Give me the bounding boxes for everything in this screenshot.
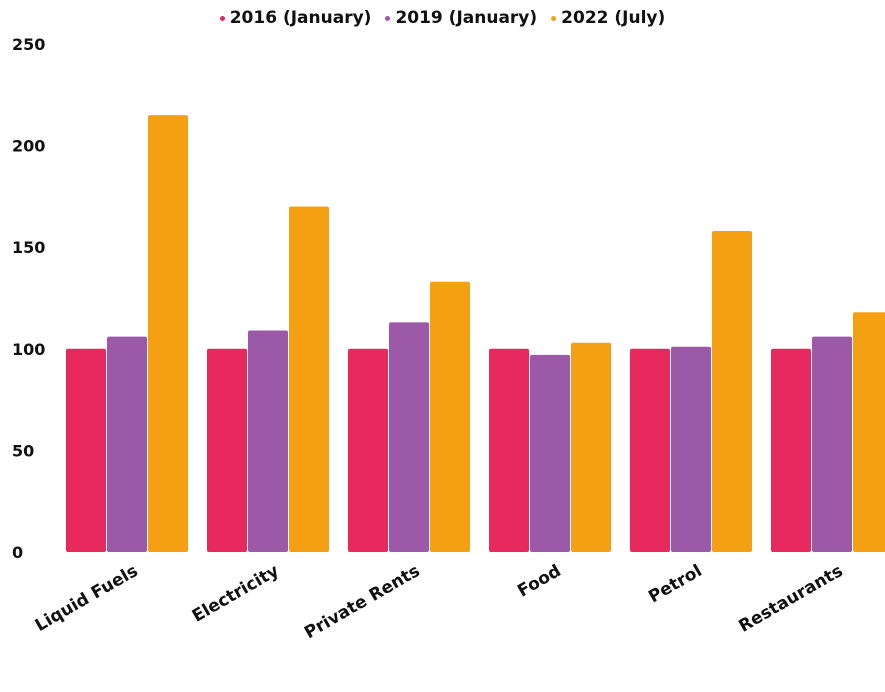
x-category-label: Liquid Fuels — [32, 561, 142, 636]
y-tick-label: 0 — [12, 543, 23, 562]
legend-item-2016: 2016 (January) — [219, 8, 372, 28]
bar-liquid-fuels-0 — [66, 348, 106, 552]
legend-label-2019: 2019 (January) — [395, 8, 538, 28]
legend-dot-2019 — [385, 15, 391, 21]
bars — [66, 115, 885, 553]
bar-food-2 — [571, 342, 611, 552]
y-tick-label: 100 — [12, 340, 45, 359]
bar-restaurants-0 — [771, 348, 811, 552]
bar-electricity-1 — [248, 330, 288, 552]
y-tick-label: 200 — [12, 137, 45, 156]
bar-petrol-0 — [630, 348, 670, 552]
y-axis-ticks: 0 50 100 150 200 250 — [12, 35, 45, 562]
legend-label-2016: 2016 (January) — [229, 8, 372, 28]
legend-item-2019: 2019 (January) — [385, 8, 537, 28]
bar-liquid-fuels-2 — [148, 115, 188, 553]
x-category-label: Petrol — [645, 561, 705, 607]
chart-legend: 2016 (January) 2019 (January) 2022 (July… — [0, 8, 885, 28]
x-category-label: Food — [514, 561, 564, 602]
y-tick-label: 150 — [12, 238, 45, 257]
bar-food-0 — [489, 348, 529, 552]
y-tick-label: 250 — [12, 35, 45, 54]
legend-label-2022: 2022 (July) — [561, 8, 666, 28]
x-category-label: Electricity — [189, 561, 283, 627]
y-tick-label: 50 — [12, 441, 34, 460]
bar-petrol-1 — [671, 346, 711, 552]
bar-restaurants-1 — [812, 336, 852, 552]
bar-electricity-0 — [207, 348, 247, 552]
legend-dot-2022 — [551, 15, 557, 21]
x-category-label: Private Rents — [301, 561, 423, 643]
bar-petrol-2 — [712, 230, 752, 552]
bar-private-rents-1 — [389, 322, 429, 552]
bar-food-1 — [530, 354, 570, 552]
bar-private-rents-2 — [430, 281, 470, 552]
x-category-label: Restaurants — [735, 561, 846, 637]
bar-restaurants-2 — [853, 312, 885, 552]
bar-liquid-fuels-1 — [107, 336, 147, 552]
bar-private-rents-0 — [348, 348, 388, 552]
x-axis-labels: Liquid Fuels Electricity Private Rents Food… — [32, 561, 847, 643]
legend-dot-2016 — [219, 15, 225, 21]
bar-electricity-2 — [289, 206, 329, 552]
legend-item-2022: 2022 (July) — [551, 8, 665, 28]
